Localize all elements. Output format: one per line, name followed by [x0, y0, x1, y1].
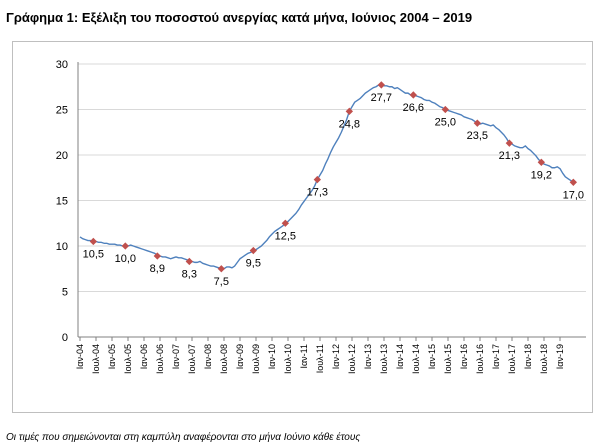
x-tick-label: Ιουλ-12	[347, 344, 357, 374]
data-label: 24,8	[339, 118, 360, 130]
y-tick-label: 25	[56, 105, 68, 117]
x-tick-label: Ιουλ-16	[475, 344, 485, 374]
data-marker	[249, 246, 258, 255]
data-marker	[345, 107, 354, 115]
x-tick-label: Ιουλ-11	[315, 344, 325, 373]
x-tick-label: Ιουλ-06	[155, 344, 165, 374]
y-tick-label: 20	[56, 150, 68, 162]
data-marker	[409, 91, 418, 99]
x-tick-label: Ιουλ-15	[443, 344, 453, 374]
data-marker	[313, 175, 322, 184]
data-label: 8,3	[182, 268, 197, 280]
data-marker	[441, 105, 450, 114]
chart-frame	[12, 41, 593, 413]
x-tick-label: Ιαν-14	[395, 344, 405, 369]
x-tick-label: Ιουλ-10	[283, 344, 293, 374]
data-label: 27,7	[371, 92, 392, 104]
x-tick-label: Ιουλ-14	[411, 344, 421, 374]
x-tick-label: Ιουλ-08	[219, 344, 229, 374]
y-tick-label: 5	[62, 287, 68, 299]
data-marker	[217, 265, 226, 273]
x-tick-label: Ιουλ-04	[91, 344, 101, 374]
x-tick-label: Ιουλ-07	[187, 344, 197, 374]
data-marker	[473, 119, 482, 127]
x-tick-label: Ιουλ-09	[251, 344, 261, 374]
data-marker	[121, 242, 130, 250]
x-tick-label: Ιουλ-17	[507, 344, 517, 374]
x-tick-label: Ιουλ-13	[379, 344, 389, 374]
x-tick-label: Ιαν-08	[203, 344, 213, 369]
data-label: 21,3	[499, 150, 520, 162]
data-label: 10,5	[83, 248, 104, 260]
x-tick-label: Ιουλ-05	[123, 344, 133, 374]
y-tick-label: 0	[62, 332, 68, 344]
data-label: 10,0	[115, 253, 136, 265]
data-label: 17,0	[563, 189, 584, 201]
x-tick-label: Ιαν-15	[427, 344, 437, 369]
data-marker	[505, 139, 514, 147]
x-tick-label: Ιαν-05	[107, 344, 117, 369]
data-label: 12,5	[275, 230, 296, 242]
x-tick-label: Ιαν-18	[523, 344, 533, 369]
x-tick-label: Ιαν-13	[363, 344, 373, 369]
data-label: 17,3	[307, 187, 328, 199]
data-marker	[89, 237, 98, 246]
x-tick-label: Ιαν-19	[555, 344, 565, 369]
footnote: Οι τιμές που σημειώνονται στη καμπύλη αν…	[6, 432, 361, 443]
unemployment-series-line	[79, 84, 574, 270]
x-tick-label: Ιαν-07	[171, 344, 181, 369]
x-tick-label: Ιαν-11	[299, 344, 309, 369]
x-tick-label: Ιαν-16	[459, 344, 469, 369]
data-label: 7,5	[214, 276, 229, 288]
unemployment-line-chart: 0 5 10 15 20 25 30 Ιαν-04 Ιουλ-04 Ιαν-05 Ιουλ-05 Ια…	[56, 59, 586, 374]
x-tick-label: Ιαν-12	[331, 344, 341, 369]
y-tick-label: 10	[56, 241, 68, 253]
y-tick-label: 15	[56, 196, 68, 208]
data-label: 19,2	[531, 169, 552, 181]
data-marker	[185, 257, 194, 266]
data-label: 9,5	[246, 258, 261, 270]
data-label: 25,0	[435, 117, 456, 129]
chart-title: Γράφημα 1: Εξέλιξη του ποσοστού ανεργίας…	[6, 10, 473, 25]
data-marker	[537, 158, 546, 166]
data-marker	[569, 178, 578, 186]
x-tick-label: Ιαν-17	[491, 344, 501, 369]
data-marker	[153, 252, 162, 260]
x-tick-label: Ιαν-06	[139, 344, 149, 369]
data-marker	[377, 81, 386, 89]
x-tick-label: Ιαν-09	[235, 344, 245, 369]
x-tick-label: Ιαν-10	[267, 344, 277, 369]
data-label: 8,9	[150, 263, 165, 275]
data-marker	[281, 219, 290, 227]
data-label: 23,5	[467, 130, 488, 142]
y-tick-label: 30	[56, 59, 68, 71]
x-tick-label: Ιαν-04	[75, 344, 85, 369]
x-tick-label: Ιουλ-18	[539, 344, 549, 374]
data-label: 26,6	[403, 102, 424, 114]
